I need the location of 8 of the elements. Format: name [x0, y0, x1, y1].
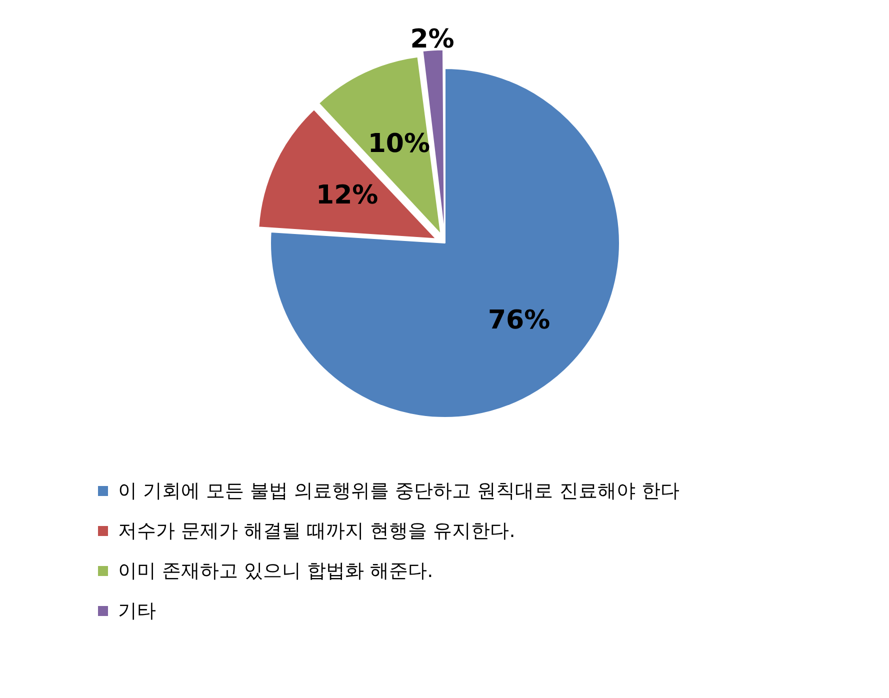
legend-label: 저수가 문제가 해결될 때까지 현행을 유지한다. — [118, 519, 516, 544]
data-label: 2% — [410, 24, 454, 55]
legend-label: 이 기회에 모든 불법 의료행위를 중단하고 원칙대로 진료해야 한다 — [118, 479, 680, 504]
legend-label: 기타 — [118, 599, 156, 624]
legend-label: 이미 존재하고 있으니 합법화 해준다. — [118, 559, 434, 584]
data-label: 10% — [367, 128, 430, 159]
data-label: 12% — [315, 180, 378, 211]
data-label: 76% — [487, 306, 550, 336]
